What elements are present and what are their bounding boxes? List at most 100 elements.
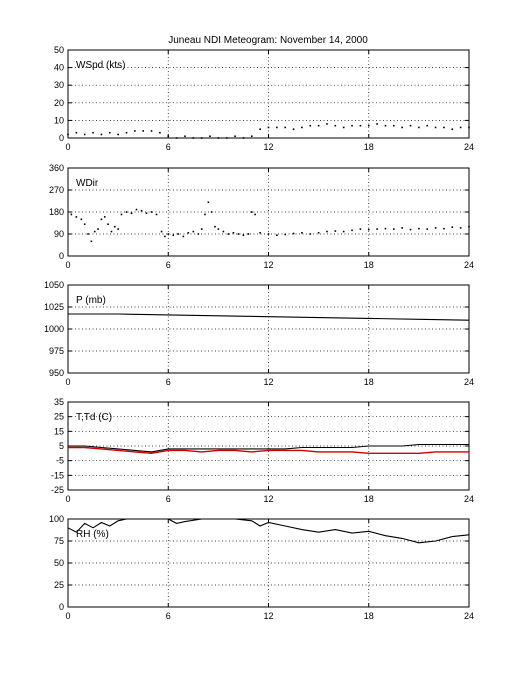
wind-direction-data-point (204, 213, 206, 216)
wind-direction-data-point (250, 211, 253, 213)
pressure-y-tick-label: 1025 (44, 302, 64, 312)
wind-direction-data-point (434, 227, 437, 229)
wind-direction-data-point (197, 233, 200, 235)
temperature-dewpoint-x-tick-label: 18 (364, 494, 374, 504)
wind-speed-data-point (167, 135, 170, 138)
wind-speed-data-point (142, 130, 144, 132)
wind-speed-data-point (267, 126, 270, 129)
wind-direction-data-point (222, 230, 225, 233)
wind-speed-data-point (225, 137, 228, 139)
pressure-panel: 0 6 12 18 24 950 975 1000 1025 1050 P (mb) (44, 280, 474, 387)
pressure-x-tick-label: 24 (464, 377, 474, 387)
wind-direction-data-point (207, 201, 210, 204)
wind-direction-x-tick-label: 0 (65, 260, 70, 270)
wind-direction-data-point (140, 209, 143, 212)
wind-direction-data-point (164, 235, 166, 238)
wind-direction-data-point (210, 211, 213, 213)
wind-direction-data-point (97, 228, 99, 230)
wind-direction-data-point (359, 228, 362, 230)
wind-speed-data-point (217, 137, 220, 139)
wind-direction-data-point (103, 216, 106, 218)
temperature-dewpoint-y-tick-label: 25 (54, 412, 64, 422)
relative-humidity-y-tick-label: 75 (54, 536, 64, 546)
relative-humidity-y-tick-label: 100 (49, 514, 64, 524)
wind-direction-data-point (135, 208, 138, 211)
wind-direction-data-point (247, 233, 250, 235)
wind-direction-data-point (393, 228, 395, 230)
figure-title: Juneau NDI Meteogram: November 14, 2000 (168, 35, 368, 46)
wind-direction-y-tick-label: 90 (54, 229, 64, 239)
wind-speed-data-point (443, 126, 445, 129)
wind-speed-panel: 0 6 12 18 24 0 10 20 30 40 50 WSpd (kts) (54, 45, 474, 152)
wind-speed-data-point (250, 135, 253, 138)
wind-speed-data-point (334, 124, 337, 127)
wind-speed-data-point (342, 126, 345, 129)
wind-direction-data-point (409, 228, 412, 231)
wind-direction-data-point (468, 225, 470, 228)
relative-humidity-panel: 0 6 12 18 24 0 25 50 75 100 RH (%) (49, 514, 474, 621)
wind-direction-data-point (125, 211, 128, 213)
wind-speed-data-point (276, 126, 278, 129)
wind-direction-data-point (451, 226, 454, 228)
wind-direction-data-point (200, 228, 203, 230)
pressure-x-tick-label: 12 (263, 377, 273, 387)
wind-direction-data-point (459, 227, 462, 229)
wind-direction-data-point (326, 230, 328, 233)
temperature-dewpoint-y-tick-label: -15 (51, 470, 64, 480)
relative-humidity-x-tick-label: 18 (364, 611, 374, 621)
wind-direction-data-point (130, 212, 133, 215)
wind-speed-data-point (83, 133, 86, 136)
wind-direction-panel: 0 6 12 18 24 0 90 180 270 360 WDir (49, 163, 474, 270)
relative-humidity-y-tick-label: 50 (54, 558, 64, 568)
wind-speed-data-point (192, 137, 195, 139)
wind-direction-data-point (83, 223, 86, 226)
wind-direction-data-point (145, 212, 148, 215)
wind-direction-data-point (259, 231, 261, 234)
wind-speed-data-point (100, 133, 103, 136)
wind-speed-data-point (150, 130, 153, 132)
wind-speed-data-point (309, 124, 312, 127)
wind-speed-data-point (384, 124, 387, 127)
wind-speed-y-tick-label: 10 (54, 115, 64, 125)
temperature-dewpoint-panel: 0 6 12 18 24 -25 -15 -5 5 15 25 35 T,Td (C) (51, 397, 474, 504)
pressure-y-tick-label: 975 (49, 346, 64, 356)
wind-speed-y-tick-label: 0 (59, 133, 64, 143)
wind-speed-data-point (92, 131, 94, 134)
wind-direction-data-point (167, 233, 170, 235)
wind-speed-data-point (326, 123, 328, 125)
wind-direction-y-tick-label: 180 (49, 207, 64, 217)
temperature-dewpoint-x-tick-label: 24 (464, 494, 474, 504)
wind-direction-data-point (267, 233, 270, 235)
wind-direction-data-point (155, 213, 158, 216)
wind-speed-data-point (292, 128, 295, 130)
wind-speed-x-tick-label: 24 (464, 142, 474, 152)
wind-direction-data-point (113, 225, 116, 228)
wind-direction-data-point (70, 213, 73, 216)
wind-direction-x-tick-label: 24 (464, 260, 474, 270)
wind-speed-x-tick-label: 18 (364, 142, 374, 152)
pressure-series-line-1 (68, 313, 470, 321)
relative-humidity-y-tick-label: 25 (54, 580, 64, 590)
wind-direction-data-point (177, 233, 180, 235)
wind-speed-data-point (376, 123, 378, 125)
pressure-x-tick-label: 0 (65, 377, 70, 387)
wind-speed-data-point (284, 126, 287, 129)
pressure-y-tick-label: 1000 (44, 324, 64, 334)
temperature-dewpoint-y-tick-label: -25 (51, 485, 64, 495)
wind-speed-data-point (426, 124, 429, 127)
wind-direction-data-point (284, 233, 287, 236)
wind-direction-data-point (214, 225, 216, 228)
wind-speed-y-tick-label: 50 (54, 45, 64, 55)
relative-humidity-x-tick-label: 0 (65, 611, 70, 621)
wind-direction-data-point (232, 231, 235, 234)
wind-direction-data-point (187, 231, 190, 234)
temperature-dewpoint-x-tick-label: 0 (65, 494, 70, 504)
wind-speed-data-point (209, 135, 211, 138)
wind-speed-data-point (67, 133, 69, 136)
relative-humidity-x-tick-label: 12 (263, 611, 273, 621)
wind-direction-data-point (292, 232, 295, 235)
wind-speed-data-point (184, 135, 186, 138)
wind-direction-data-point (418, 227, 420, 230)
wind-direction-data-point (120, 213, 123, 216)
wind-direction-data-point (376, 228, 378, 230)
